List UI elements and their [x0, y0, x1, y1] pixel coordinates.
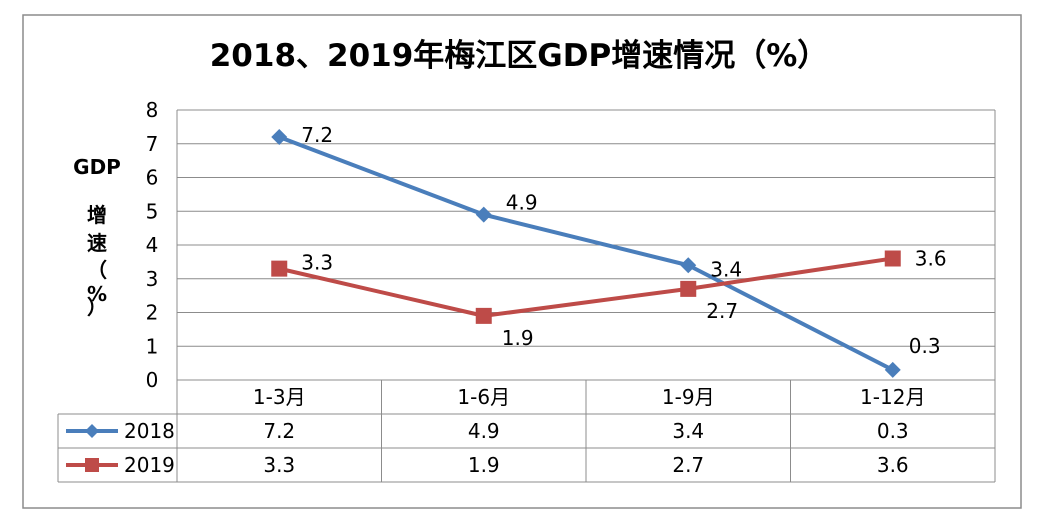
- table-cell-value: 3.6: [877, 453, 909, 477]
- y-tick-label: 7: [146, 132, 159, 156]
- y-tick-label: 2: [146, 301, 159, 325]
- series-layer: 7.2 4.9 3.4 0.3 3.3 1.9 2.7 3.6: [271, 123, 947, 378]
- table-cell-value: 4.9: [468, 419, 500, 443]
- y-tick-label: 8: [146, 98, 159, 122]
- y-tick-label: 4: [146, 233, 159, 257]
- y-tick-label: 3: [146, 267, 159, 291]
- legend-key-marker: [85, 424, 99, 438]
- y-axis-label-part: %: [87, 282, 107, 306]
- legend-series-name: 2019: [124, 453, 175, 477]
- data-point-2019: [680, 280, 697, 297]
- data-label-2019: 1.9: [502, 326, 534, 350]
- data-label-2018: 7.2: [301, 123, 333, 147]
- x-category-label: 1-6月: [457, 385, 510, 409]
- data-label-2018: 0.3: [909, 334, 941, 358]
- table-cell-value: 0.3: [877, 419, 909, 443]
- table-cell-value: 1.9: [468, 453, 500, 477]
- data-point-2019: [271, 260, 288, 277]
- y-tick-label: 6: [146, 166, 159, 190]
- chart-title: 2018、2019年梅江区GDP增速情况（%）: [210, 38, 829, 74]
- y-axis-label-part: （: [87, 258, 107, 282]
- y-tick-label: 1: [146, 334, 159, 358]
- data-point-2018: [271, 129, 288, 145]
- table-cell-value: 3.4: [672, 419, 704, 443]
- data-label-2018: 4.9: [506, 191, 538, 215]
- y-axis-label-part: 速: [87, 231, 107, 255]
- series-line-2019: [278, 256, 894, 318]
- y-axis-label-part: ）: [87, 295, 107, 319]
- x-category-label: 1-12月: [860, 385, 925, 409]
- outer-border: [22, 14, 1022, 509]
- data-label-2019: 2.7: [706, 299, 738, 323]
- data-point-2018: [884, 361, 901, 378]
- y-axis-label-part: GDP: [73, 155, 121, 179]
- table-cell-value: 3.3: [263, 453, 295, 477]
- data-point-2019: [884, 250, 901, 267]
- legend-series-name: 2018: [124, 419, 175, 443]
- table-cell-value: 7.2: [263, 419, 295, 443]
- gridlines: [176, 109, 996, 482]
- y-axis-label-part: 增: [87, 203, 107, 227]
- data-label-2018: 3.4: [710, 257, 742, 281]
- data-point-2018: [680, 257, 697, 274]
- data-point-2018: [475, 206, 492, 223]
- table-cell-value: 2.7: [672, 453, 704, 477]
- y-tick-labels: 0 1 2 3 4 5 6 7 8: [146, 98, 159, 392]
- legend-key-marker: [85, 458, 99, 472]
- data-label-2019: 3.3: [301, 251, 333, 275]
- y-tick-label: 0: [146, 368, 159, 392]
- x-category-label: 1-3月: [253, 385, 306, 409]
- y-axis-label: GDP 增速 （%）: [73, 155, 121, 319]
- data-label-2019: 3.6: [915, 247, 947, 271]
- x-category-label: 1-9月: [662, 385, 715, 409]
- y-tick-label: 5: [146, 199, 159, 223]
- series-line-2018: [278, 135, 894, 372]
- data-table: 1-3月 1-6月 1-9月 1-12月 2018 7.2 4.9 3.4 0.3 2019 3.3…: [57, 380, 995, 483]
- data-point-2019: [475, 307, 492, 324]
